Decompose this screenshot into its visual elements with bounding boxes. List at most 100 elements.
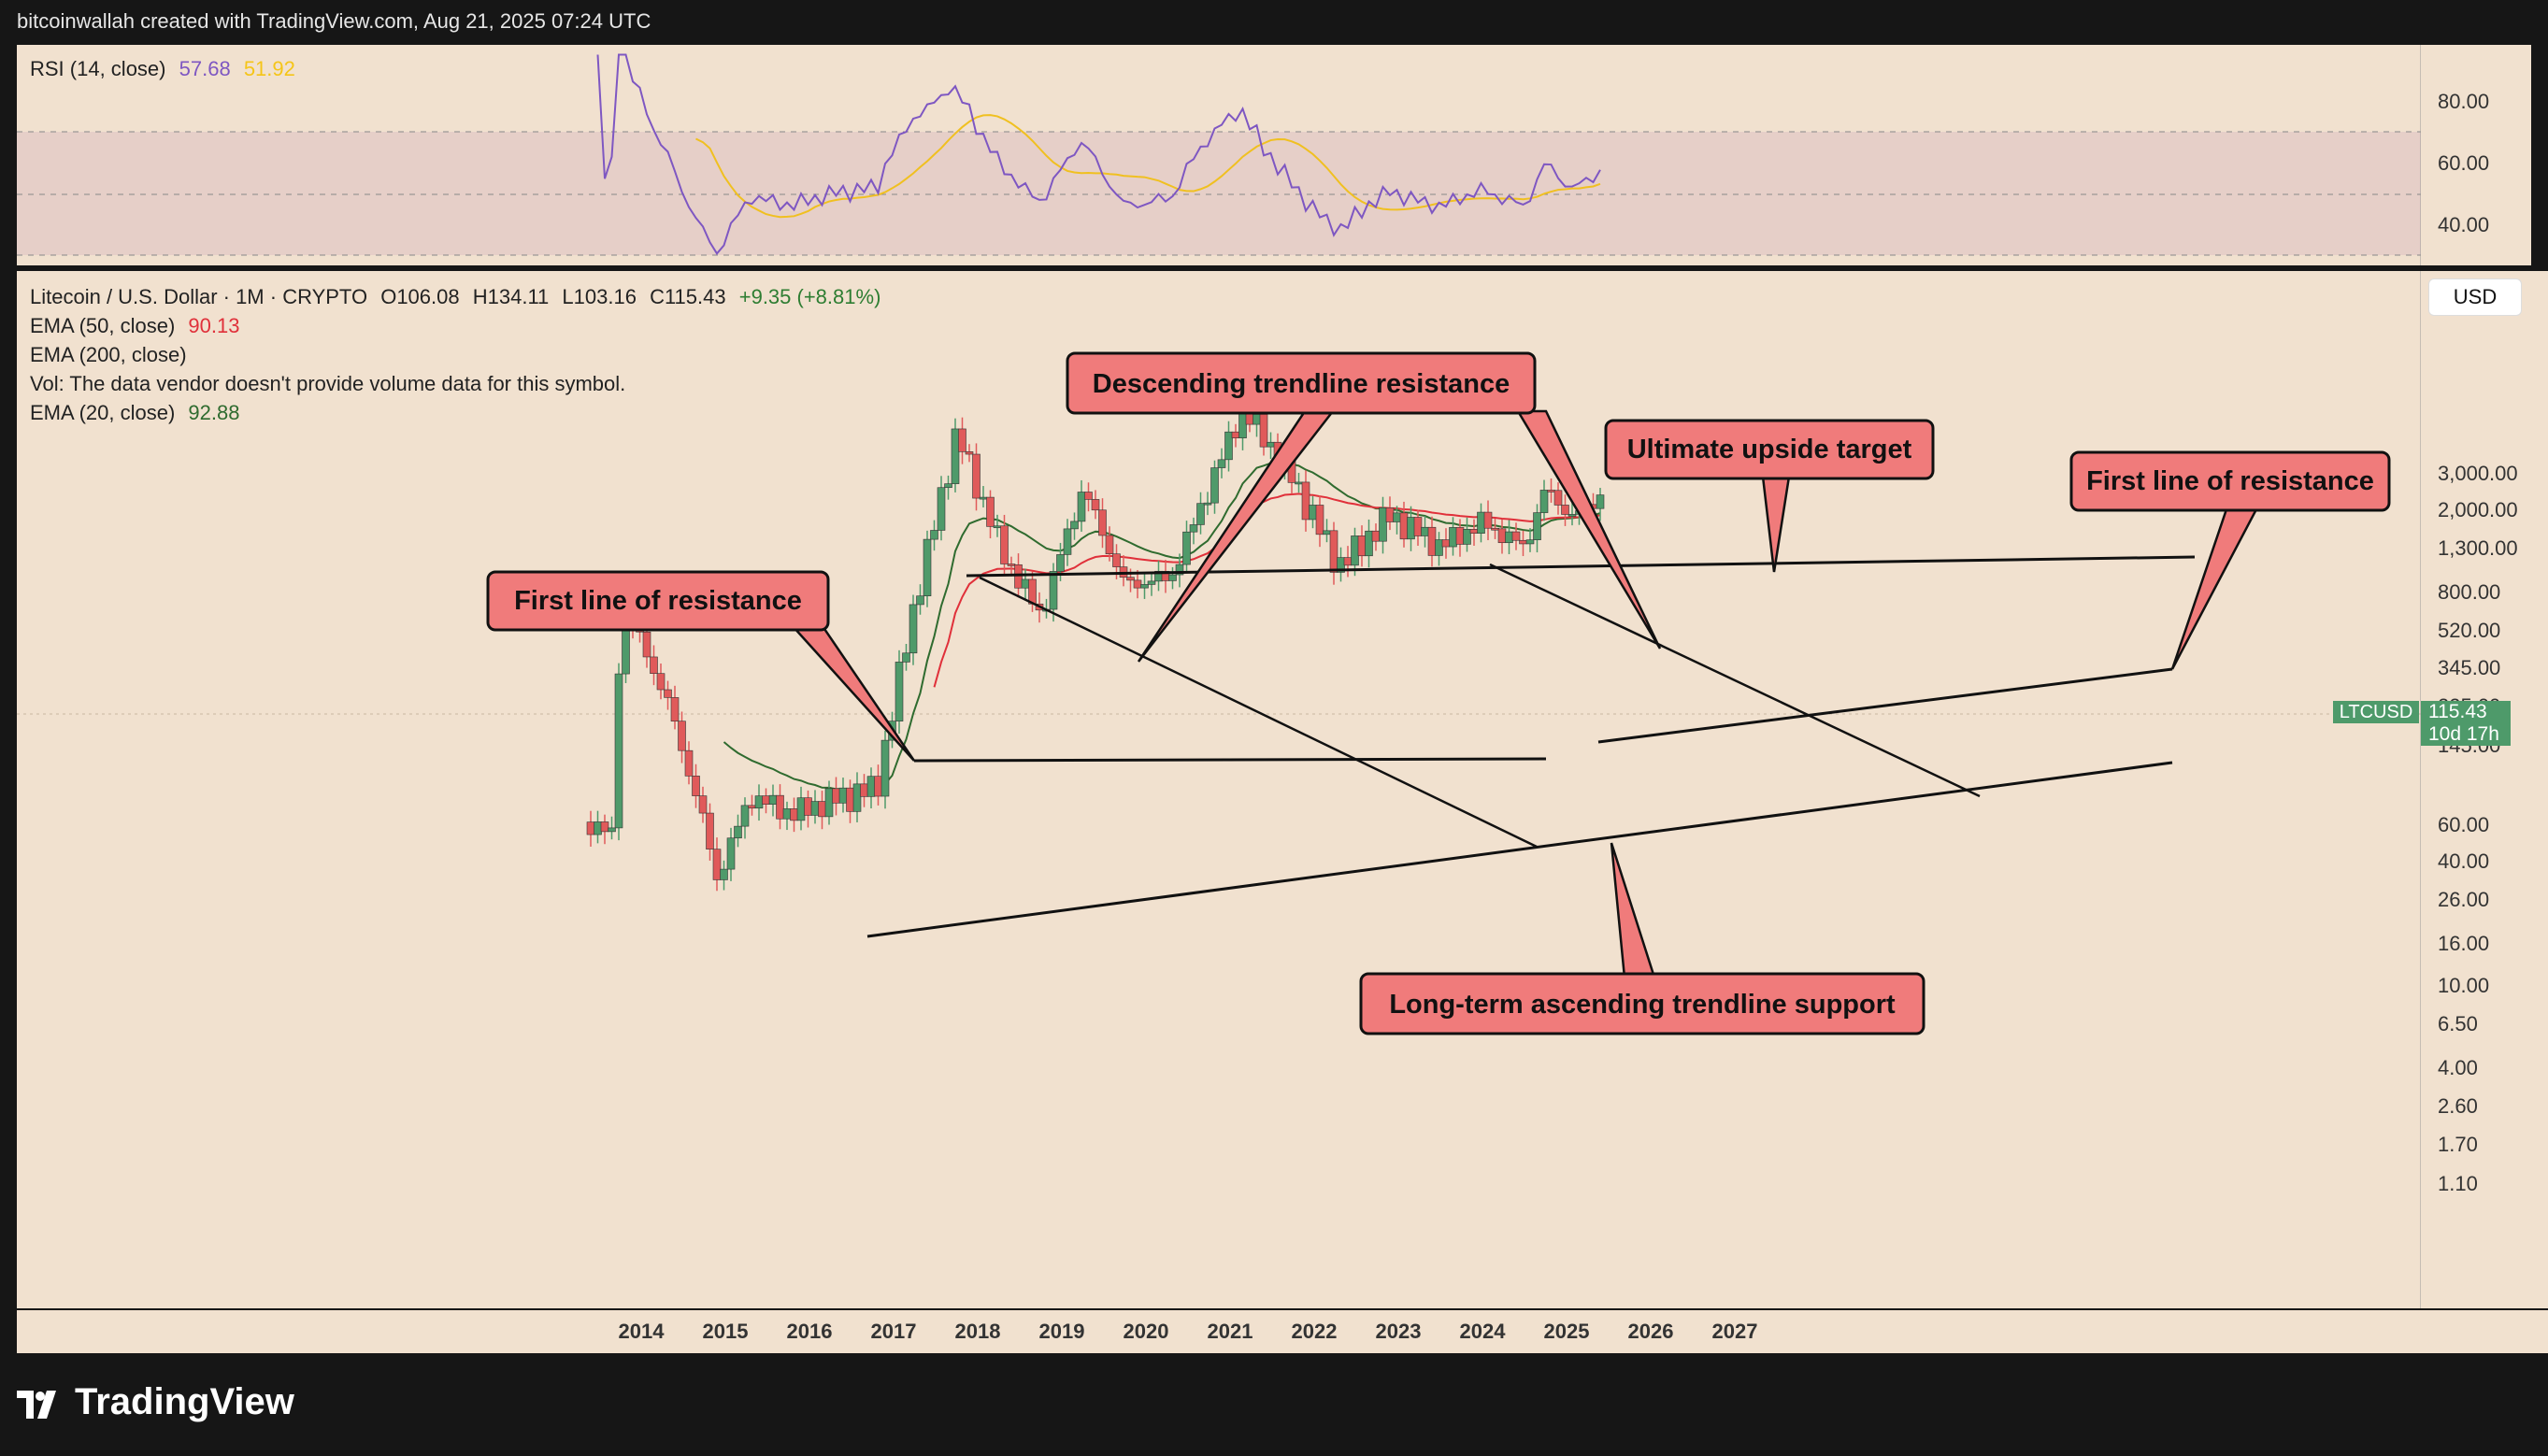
candle-body bbox=[1084, 492, 1093, 500]
candle-body bbox=[846, 787, 854, 812]
candle-body bbox=[692, 776, 700, 796]
price-tick: 1.70 bbox=[2438, 1133, 2478, 1157]
time-tick: 2027 bbox=[1711, 1320, 1758, 1343]
callout-first-resistance-left bbox=[486, 570, 830, 632]
candle-body bbox=[1056, 554, 1065, 572]
candle-body bbox=[965, 451, 974, 455]
ascending-support-line bbox=[866, 761, 2173, 938]
ema20-value: 92.88 bbox=[188, 401, 240, 424]
price-tick: 2.60 bbox=[2438, 1094, 2478, 1119]
candle-body bbox=[608, 827, 616, 833]
candle-body bbox=[1533, 512, 1541, 540]
candle-body bbox=[1385, 507, 1395, 522]
candle-body bbox=[1315, 505, 1324, 535]
candle-body bbox=[1049, 571, 1058, 610]
candle-body bbox=[1463, 529, 1471, 545]
candle-body bbox=[1126, 577, 1135, 581]
candle-body bbox=[1259, 414, 1268, 448]
candle-body bbox=[979, 496, 988, 500]
candle-body bbox=[796, 797, 806, 821]
time-tick: 2024 bbox=[1459, 1320, 1506, 1343]
candle-body bbox=[1014, 564, 1023, 589]
candle-body bbox=[670, 697, 680, 722]
candle-body bbox=[1497, 528, 1507, 544]
price-tick: 40.00 bbox=[2438, 849, 2490, 873]
candle-body bbox=[1070, 521, 1079, 530]
rsi-band bbox=[17, 132, 2421, 255]
candle-body bbox=[678, 721, 686, 751]
candle-body bbox=[1217, 459, 1226, 468]
candle-body bbox=[824, 788, 834, 818]
candle-body bbox=[1091, 499, 1100, 511]
callout-first-resistance-right bbox=[2069, 450, 2391, 512]
candle-body bbox=[1231, 431, 1240, 438]
candle-body bbox=[902, 652, 910, 663]
rsi-panel[interactable]: RSI (14, close) 57.68 51.92 bbox=[17, 45, 2422, 265]
rsi-tick: 40.00 bbox=[2438, 213, 2490, 236]
candle-body bbox=[1539, 490, 1549, 513]
candle-body bbox=[614, 673, 623, 829]
candle-body bbox=[1196, 503, 1205, 525]
price-scale[interactable]: 3,000.00 2,000.00 1,300.00 800.00 520.00 345.… bbox=[2421, 271, 2548, 1308]
candle-body bbox=[1421, 526, 1429, 536]
price-tick: 800.00 bbox=[2438, 579, 2501, 604]
price-tick: 3,000.00 bbox=[2438, 462, 2518, 485]
candle-body bbox=[993, 525, 1002, 529]
currency-button[interactable]: USD bbox=[2428, 278, 2522, 316]
legend-ema50-row: EMA (50, close) 90.13 bbox=[30, 311, 880, 340]
candle-body bbox=[923, 538, 932, 596]
candle-body bbox=[1224, 431, 1233, 461]
symbol-name: Litecoin / U.S. Dollar · 1M · CRYPTO bbox=[30, 285, 368, 308]
candle-body bbox=[958, 428, 966, 452]
candle-body bbox=[768, 794, 778, 805]
ema50-value: 90.13 bbox=[188, 314, 240, 337]
descending-trendline-1 bbox=[979, 576, 1538, 849]
time-axis[interactable]: 2014 2015 2016 2017 2018 2019 2020 2021 2022 2023… bbox=[17, 1310, 2421, 1353]
candle-body bbox=[656, 673, 666, 691]
candle-body bbox=[1295, 481, 1303, 485]
candle-body bbox=[642, 631, 651, 658]
candle-body bbox=[1596, 494, 1605, 509]
candle-body bbox=[1323, 530, 1331, 535]
candle-body bbox=[1077, 492, 1086, 522]
candle-body bbox=[762, 795, 770, 805]
last-price-value: 115.43 bbox=[2421, 701, 2511, 723]
ascending-resistance-line bbox=[1597, 667, 2173, 744]
time-tick: 2020 bbox=[1123, 1320, 1169, 1343]
candle-body bbox=[754, 795, 764, 809]
ohlc-high: H134.11 bbox=[472, 285, 550, 308]
callout-upside-target bbox=[1604, 419, 1935, 480]
candle-body bbox=[1301, 481, 1310, 521]
candle-body bbox=[937, 487, 946, 531]
rsi-tick: 80.00 bbox=[2438, 90, 2490, 113]
candle-body bbox=[1028, 578, 1037, 605]
candles-group bbox=[586, 393, 1605, 892]
candle-body bbox=[1455, 527, 1465, 545]
tradingview-logo[interactable]: TradingView bbox=[17, 1381, 294, 1423]
tradingview-logo-text: TradingView bbox=[75, 1381, 294, 1422]
candle-body bbox=[1175, 564, 1184, 576]
candle-body bbox=[684, 749, 694, 777]
candle-body bbox=[1021, 578, 1030, 589]
candle-body bbox=[1553, 490, 1563, 506]
candle-body bbox=[986, 496, 995, 527]
price-tick: 26.00 bbox=[2438, 888, 2490, 912]
candle-body bbox=[930, 530, 938, 540]
candle-body bbox=[1525, 539, 1535, 545]
ema50-label: EMA (50, close) bbox=[30, 314, 176, 337]
price-tick: 1.10 bbox=[2438, 1172, 2478, 1195]
price-tick: 60.00 bbox=[2438, 812, 2490, 836]
legend-symbol-row: Litecoin / U.S. Dollar · 1M · CRYPTO O10… bbox=[30, 282, 880, 311]
rsi-line bbox=[596, 53, 1601, 256]
candle-body bbox=[600, 821, 609, 833]
price-panel[interactable]: Descending trendline resistance Ultimate… bbox=[17, 271, 2422, 1308]
candle-body bbox=[1253, 414, 1261, 425]
upside-target-line bbox=[966, 555, 2196, 578]
rsi-scale[interactable]: 80.00 60.00 40.00 bbox=[2421, 45, 2531, 265]
candle-body bbox=[1413, 517, 1423, 536]
ohlc-low: L103.16 bbox=[562, 285, 637, 308]
candle-body bbox=[1393, 512, 1401, 522]
callout-descending-resistance bbox=[1066, 351, 1537, 415]
candle-body bbox=[1182, 531, 1191, 565]
price-legend: Litecoin / U.S. Dollar · 1M · CRYPTO O10… bbox=[30, 282, 880, 427]
